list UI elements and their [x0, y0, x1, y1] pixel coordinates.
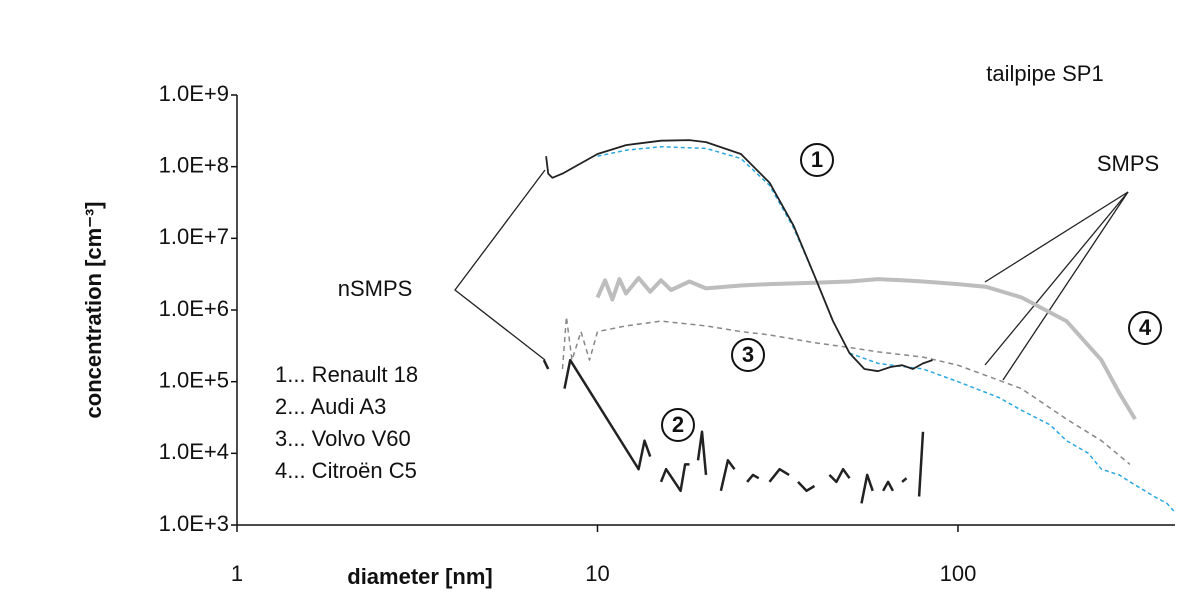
legend-entry: 4... Citroën C5: [275, 458, 417, 483]
smps-pointer: [984, 191, 1129, 283]
annotation: nSMPS: [338, 276, 413, 301]
series-marker-circle: [1128, 311, 1162, 345]
chart-title: tailpipe SP1: [986, 61, 1103, 86]
smps-pointer: [1002, 191, 1129, 381]
y-tick-label: 1.0E+6: [159, 296, 229, 321]
y-tick-label: 1.0E+5: [159, 367, 229, 392]
legend-entry: 3... Volvo V60: [275, 426, 411, 451]
series-marker-circle: [731, 338, 765, 372]
y-tick-label: 1.0E+4: [159, 439, 229, 464]
y-tick-label: 1.0E+7: [159, 224, 229, 249]
legend-entry: 1... Renault 18: [275, 362, 418, 387]
y-axis-label: concentration [cm⁻³]: [81, 202, 106, 419]
series-number: 3: [742, 342, 754, 367]
series-line: [542, 358, 925, 504]
series-number: 4: [1139, 315, 1152, 340]
series-number: 1: [811, 147, 823, 172]
series-line: [597, 145, 1176, 513]
series-marker-circle: [800, 143, 834, 177]
y-tick-label: 1.0E+8: [159, 152, 229, 177]
smps-pointer: [984, 191, 1129, 366]
series-number: 2: [672, 412, 684, 437]
x-tick-label: 100: [940, 561, 977, 586]
x-axis-label: diameter [nm]: [347, 564, 492, 589]
annotation: SMPS: [1097, 151, 1159, 176]
x-tick-label: 1: [231, 561, 243, 586]
y-tick-label: 1.0E+3: [159, 511, 229, 536]
series-line: [561, 316, 1131, 465]
series-line: [595, 276, 1137, 421]
x-tick-label: 10: [585, 561, 609, 586]
nsmps-pointer: [454, 169, 546, 361]
legend-entry: 2... Audi A3: [275, 394, 386, 419]
series-line: [545, 139, 933, 373]
series-marker-circle: [661, 408, 695, 442]
y-tick-label: 1.0E+9: [159, 81, 229, 106]
plot-area: [542, 139, 1176, 513]
